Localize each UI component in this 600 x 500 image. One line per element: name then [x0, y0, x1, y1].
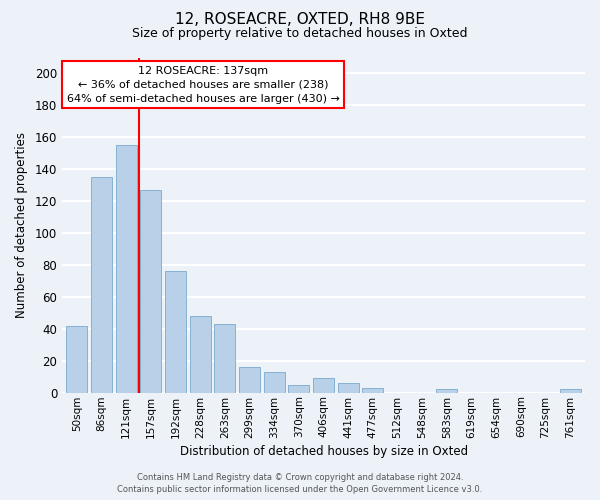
- X-axis label: Distribution of detached houses by size in Oxted: Distribution of detached houses by size …: [179, 444, 467, 458]
- Bar: [264, 372, 285, 392]
- Bar: [165, 272, 186, 392]
- Bar: [67, 326, 88, 392]
- Bar: [436, 390, 457, 392]
- Bar: [362, 388, 383, 392]
- Bar: [313, 378, 334, 392]
- Text: Contains HM Land Registry data © Crown copyright and database right 2024.
Contai: Contains HM Land Registry data © Crown c…: [118, 472, 482, 494]
- Bar: [239, 367, 260, 392]
- Bar: [289, 384, 310, 392]
- Bar: [190, 316, 211, 392]
- Text: 12 ROSEACRE: 137sqm
← 36% of detached houses are smaller (238)
64% of semi-detac: 12 ROSEACRE: 137sqm ← 36% of detached ho…: [67, 66, 340, 104]
- Y-axis label: Number of detached properties: Number of detached properties: [15, 132, 28, 318]
- Bar: [338, 383, 359, 392]
- Text: 12, ROSEACRE, OXTED, RH8 9BE: 12, ROSEACRE, OXTED, RH8 9BE: [175, 12, 425, 28]
- Text: Size of property relative to detached houses in Oxted: Size of property relative to detached ho…: [132, 28, 468, 40]
- Bar: [116, 146, 137, 392]
- Bar: [560, 390, 581, 392]
- Bar: [140, 190, 161, 392]
- Bar: [91, 177, 112, 392]
- Bar: [214, 324, 235, 392]
